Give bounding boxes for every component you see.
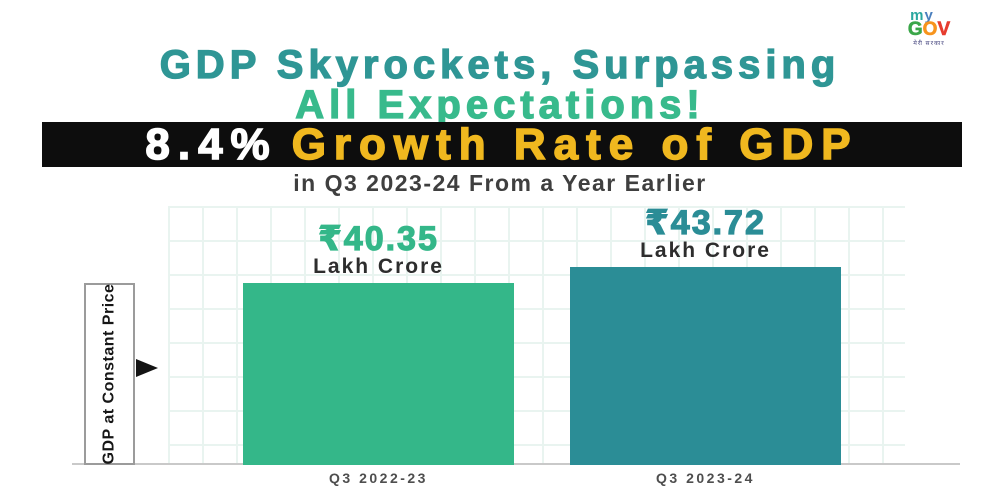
mygov-logo-gov: GOV [907,19,951,40]
y-axis-label-box: GDP at Constant Price [84,283,135,465]
bar-category-label: Q3 2023-24 [656,470,755,486]
bar-unit-label: Lakh Crore [313,255,444,278]
y-axis-label: GDP at Constant Price [100,283,118,465]
bar-value-label: ₹40.35 [318,220,439,258]
chart-baseline [72,463,960,465]
mygov-logo: my GOV मेरी सरकार [893,8,965,47]
bar-value-label: ₹43.72 [645,204,766,242]
bar-group-q3-2022-23: ₹40.35 Lakh Crore Q3 2022-23 [243,220,514,486]
mygov-logo-my: my [910,7,934,24]
bar-group-q3-2023-24: ₹43.72 Lakh Crore Q3 2023-24 [570,204,841,486]
banner-subtitle: in Q3 2023-24 From a Year Earlier [293,170,707,196]
growth-rate-banner: 8.4% Growth Rate of GDP [42,119,962,170]
headline-line1: GDP Skyrockets, Surpassing [159,43,841,87]
bar-category-label: Q3 2022-23 [329,470,428,486]
headline-line2: All Expectations! [295,83,705,127]
mygov-logo-tagline: मेरी सरकार [913,41,945,47]
growth-rate-value: 8.4% [145,119,278,170]
growth-rate-label: Growth Rate of GDP [291,119,859,170]
bar [570,267,841,465]
bar-unit-label: Lakh Crore [640,239,771,262]
bar [243,283,514,465]
axis-arrow-icon [136,359,158,377]
